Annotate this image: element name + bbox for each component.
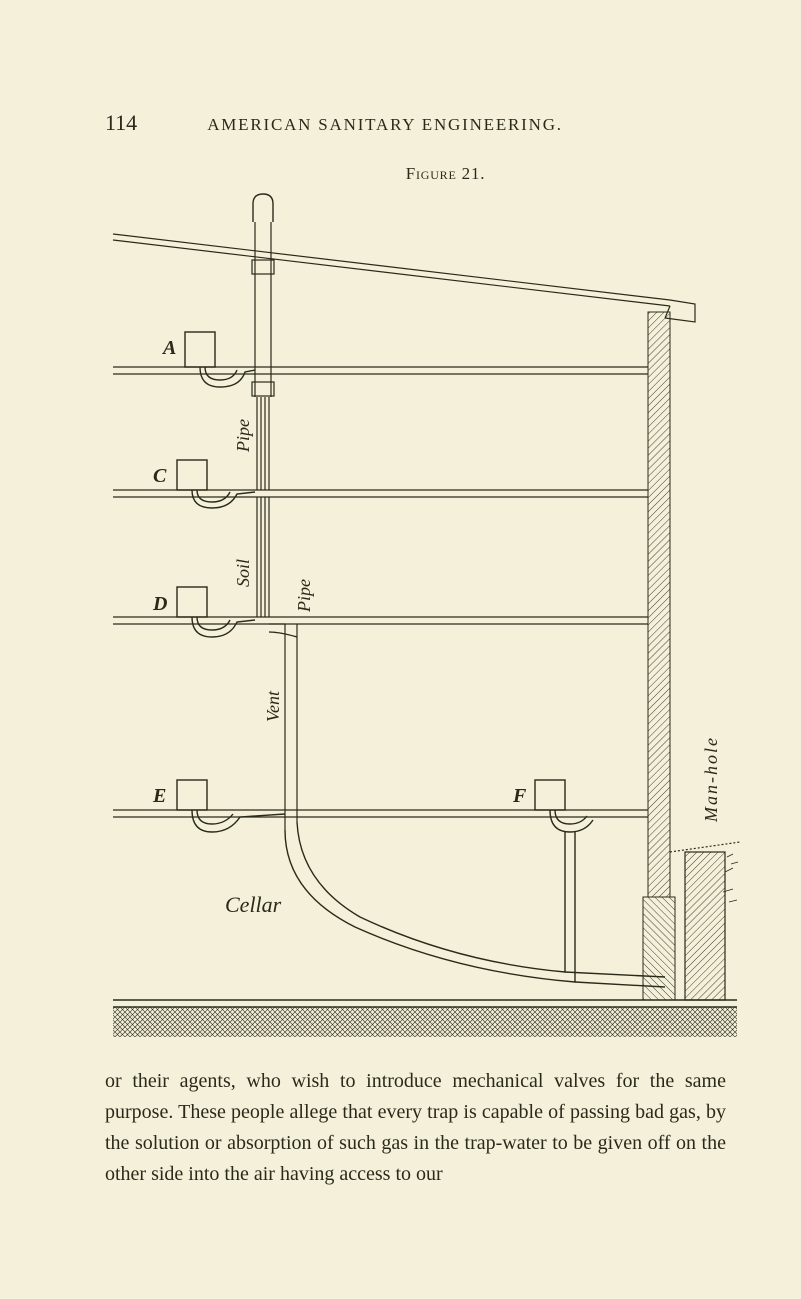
label-d: D xyxy=(152,593,167,615)
label-a: A xyxy=(161,337,176,359)
label-pipe-2: Pipe xyxy=(294,579,314,613)
label-c: C xyxy=(153,465,167,487)
label-soil: Soil xyxy=(233,559,253,587)
page-header: 114 AMERICAN SANITARY ENGINEERING. xyxy=(105,110,726,136)
label-manhole: Man-hole xyxy=(701,736,721,823)
label-pipe-1: Pipe xyxy=(233,419,253,453)
body-paragraph: or their agents, who wish to introduce m… xyxy=(105,1066,726,1190)
figure-diagram: A Pipe C xyxy=(105,192,745,1052)
label-f: F xyxy=(512,785,527,807)
label-vent: Vent xyxy=(263,690,283,722)
label-e: E xyxy=(152,785,166,807)
page-number: 114 xyxy=(105,110,137,136)
running-title: AMERICAN SANITARY ENGINEERING. xyxy=(207,115,563,135)
label-cellar: Cellar xyxy=(225,892,282,917)
figure-caption: Figure 21. xyxy=(105,164,726,184)
